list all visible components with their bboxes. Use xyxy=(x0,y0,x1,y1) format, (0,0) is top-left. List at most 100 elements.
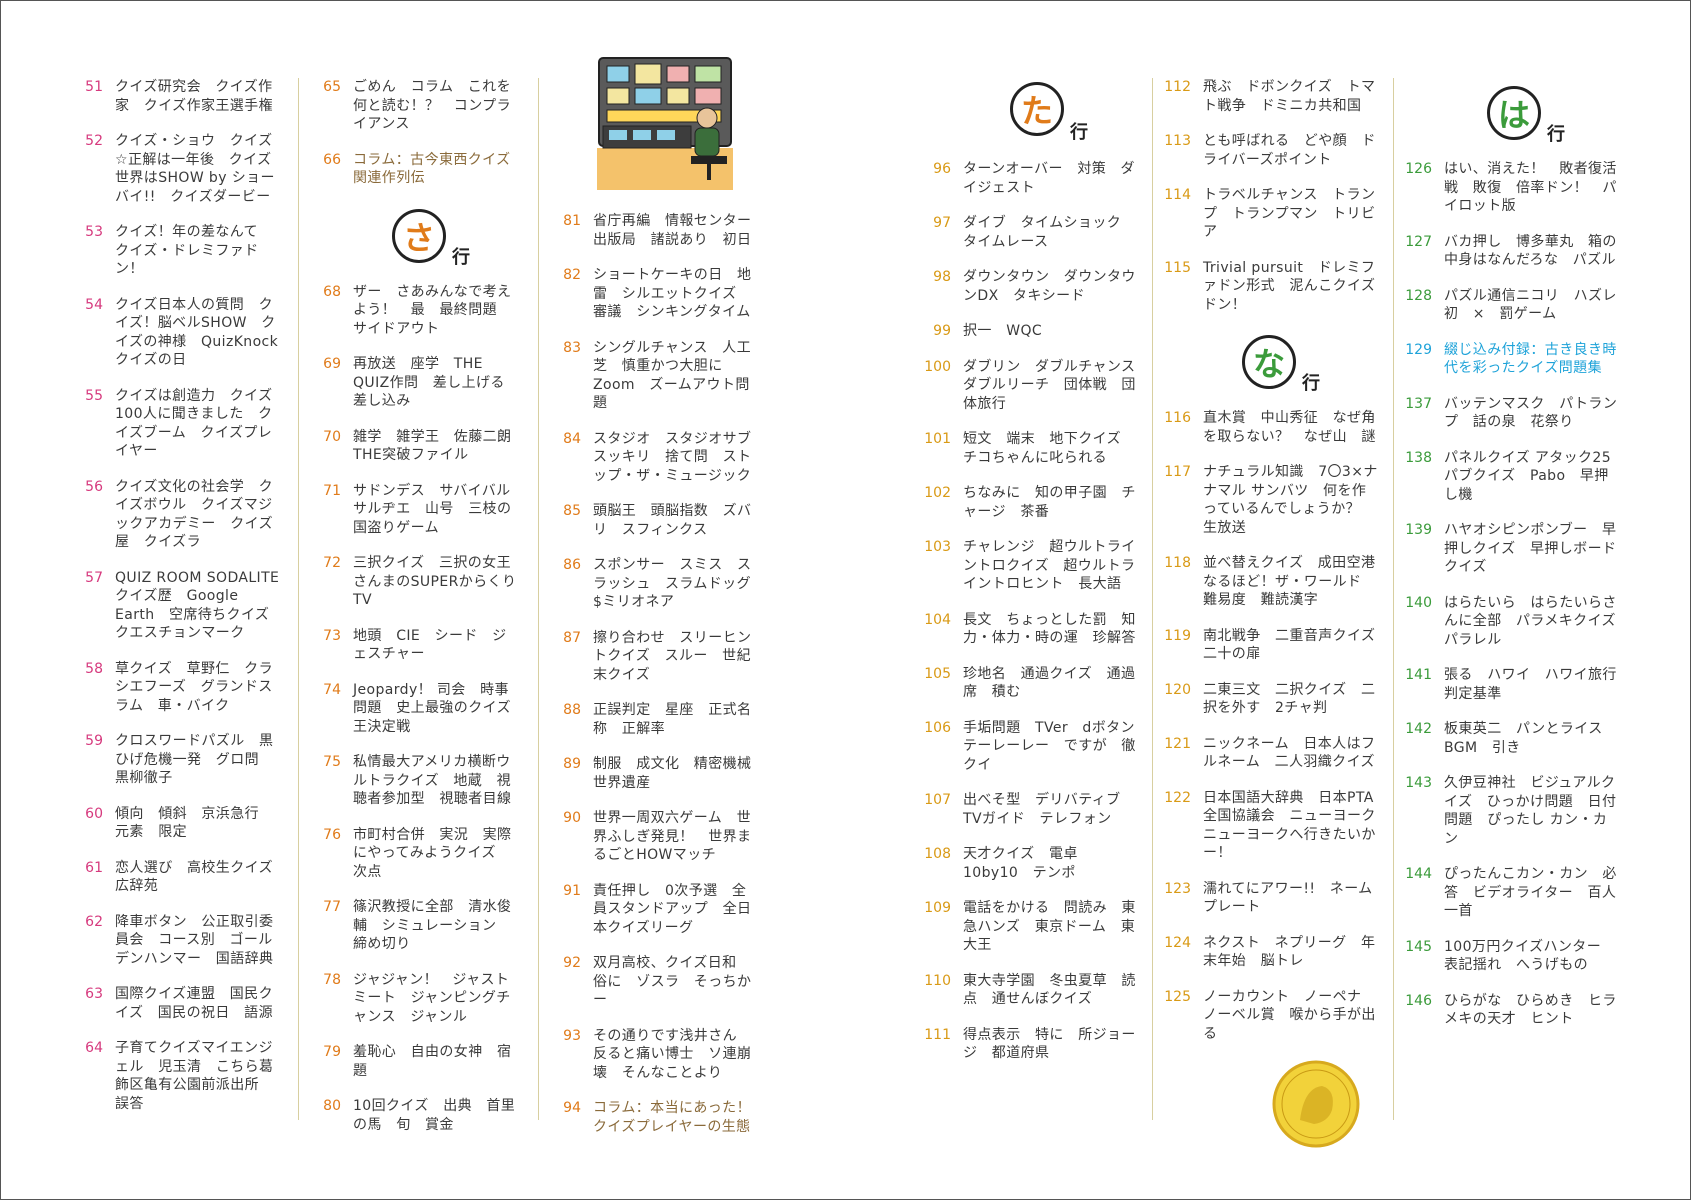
page-number: 70 xyxy=(323,428,341,445)
index-entry: 123 濡れてにアワー!! ネームプレート xyxy=(1158,880,1378,917)
entry-terms: Jeopardy！ 司会 時事問題 史上最強のクイズ王決定戦 xyxy=(353,681,511,735)
index-entry: 126 はい、消えた！ 敗者復活戦 敗復 倍率ドン！ パイロット版 xyxy=(1399,160,1621,216)
page-number: 81 xyxy=(563,213,581,229)
page-number: 77 xyxy=(323,899,341,915)
page-number: 78 xyxy=(323,971,341,988)
entry-terms: ダブリン ダブルチャンス ダブルリーチ 団体戦 団体旅行 xyxy=(963,358,1150,412)
page-number: 146 xyxy=(1405,992,1432,1009)
entry-terms: パネルクイズ アタック25 パブクイズ Pabo 早押し機 xyxy=(1444,449,1626,503)
entry-terms: ノーカウント ノーペナ ノーベル賞 喉から手が出る xyxy=(1203,988,1376,1042)
page-number: 110 xyxy=(924,972,951,989)
index-entry: 104 長文 ちょっとした罰 知力・体力・時の運 珍解答 xyxy=(918,611,1136,648)
page-number: 140 xyxy=(1405,594,1432,611)
index-entry: 93 その通りです浅井さん 反ると痛い博士 ソ連崩壊 そんなことより xyxy=(548,1027,758,1083)
entry-terms: コラム：本当にあった！クイズプレイヤーの生態 xyxy=(593,1100,751,1135)
entry-terms: QUIZ ROOM SODALITE クイズ歴 Google Earth 空席待… xyxy=(115,569,294,642)
index-entry: 99 択一 WQC xyxy=(918,322,1136,341)
index-entry: 85 頭脳王 頭脳指数 ズバリ スフィンクス xyxy=(548,502,758,539)
index-entry: 116 直木賞 中山秀征 なぜ角を取らない？ なぜ山 謎 xyxy=(1158,409,1378,446)
index-entry: 144 ぴったんこカン・カン 必答 ビデオライター 百人一首 xyxy=(1399,865,1621,921)
page-number: 92 xyxy=(563,955,581,971)
page-number: 103 xyxy=(924,539,951,555)
index-entry: 127 バカ押し 博多華丸 箱の中身はなんだろな パズル xyxy=(1399,233,1621,270)
entry-terms: 張る ハワイ ハワイ旅行 判定基準 xyxy=(1444,667,1632,702)
page-number: 75 xyxy=(323,754,341,770)
page-number: 53 xyxy=(85,224,103,240)
index-entry: 100 ダブリン ダブルチャンス ダブルリーチ 団体戦 団体旅行 xyxy=(918,358,1150,414)
entry-terms: ひらがな ひらめき ヒラメキの天才 ヒント xyxy=(1444,992,1617,1028)
entry-terms: 直木賞 中山秀征 なぜ角を取らない？ なぜ山 謎 xyxy=(1203,410,1376,445)
index-entry: 88 正誤判定 星座 正式名称 正解率 xyxy=(548,701,758,738)
page-number: 64 xyxy=(85,1040,103,1056)
column-divider xyxy=(298,78,299,1120)
page-number: 119 xyxy=(1164,627,1191,644)
page-number: 113 xyxy=(1164,133,1191,149)
index-entry: 120 二東三文 二択クイズ 二択を外す 2チャ判 xyxy=(1158,681,1378,718)
index-entry: 102 ちなみに 知の甲子園 チャージ 茶番 xyxy=(918,484,1136,521)
index-column-4: た 行 96 ターンオーバー 対策 ダイジェスト 97 ダイブ タイムショック タイム… xyxy=(918,78,1150,1080)
entry-terms: 私情最大アメリカ横断ウルトラクイズ 地蔵 視聴者参加型 視聴者目線 xyxy=(353,754,512,807)
index-entry: 81 省庁再編 情報センター出版局 諸説あり 初日 xyxy=(548,212,758,249)
index-entry: 109 電話をかける 問読み 東急ハンズ 東京ドーム 東大王 xyxy=(918,899,1136,955)
index-entry: 94 コラム：本当にあった！クイズプレイヤーの生態 xyxy=(548,1099,758,1136)
sa-row-header: さ行 xyxy=(308,205,518,271)
index-entry: 82 ショートケーキの日 地雷 シルエットクイズ 審議 シンキングタイム xyxy=(548,266,758,322)
entry-terms: 電話をかける 問読み 東急ハンズ 東京ドーム 東大王 xyxy=(963,900,1136,953)
page-number: 142 xyxy=(1405,721,1432,737)
page-number: 68 xyxy=(323,283,341,300)
entry-terms: 篠沢教授に全部 清水俊輔 シミュレーション 締め切り xyxy=(353,899,512,952)
entry-terms: ニックネーム 日本人はフルネーム 二人羽織クイズ xyxy=(1203,735,1376,771)
index-entry: 139 ハヤオシピンポンブー 早押しクイズ 早押しボードクイズ xyxy=(1399,521,1621,577)
page-number: 111 xyxy=(924,1026,951,1043)
index-entry: 113 とも呼ばれる どや顔 ドライバーズポイント xyxy=(1158,132,1378,169)
index-entry: 78 ジャジャン！ ジャストミート ジャンピングチャンス ジャンル xyxy=(308,971,518,1027)
index-entry: 63 国際クイズ連盟 国民クイズ 国民の祝日 語源 xyxy=(70,985,280,1022)
entry-terms: クイズ文化の社会学 クイズボウル クイズマジックアカデミー クイズ屋 クイズラ xyxy=(115,478,273,551)
index-entry: 122 日本国語大辞典 日本PTA全国協議会 ニューヨーク ニューヨークへ行きたい… xyxy=(1158,789,1391,863)
entry-terms: シングルチャンス 人工芝 慎重かつ大胆に Zoom ズームアウト問題 xyxy=(593,339,751,412)
index-entry: 54 クイズ日本人の質問 クイズ！脳ベルSHOW クイズの神様 QuizKnock… xyxy=(70,296,292,370)
entry-terms: 世界一周双六ゲーム 世界ふしぎ発見！ 世界まるごとHOWマッチ xyxy=(593,810,752,863)
index-entry: 106 手垢問題 TVer dボタン テーレーレー ですが 徹クイ xyxy=(918,719,1149,775)
entry-terms: 双月高校、クイズ日和 俗に ゾスラ そっちかー xyxy=(593,955,752,1008)
page-number: 72 xyxy=(323,555,341,571)
entry-terms: 日本国語大辞典 日本PTA全国協議会 ニューヨーク ニューヨークへ行きたいかー！ xyxy=(1203,789,1391,862)
page-number: 120 xyxy=(1164,681,1191,698)
entry-terms: バッテンマスク パトランプ 話の泉 花祭り xyxy=(1444,395,1618,431)
entry-terms: サドンデス サバイバル サルヂエ 山号 三枝の国盗りゲーム xyxy=(353,482,525,536)
index-column-6: は 行 126 はい、消えた！ 敗者復活戦 敗復 倍率ドン！ パイロット版 127 バ… xyxy=(1399,78,1632,1046)
entry-terms: 10回クイズ 出典 首里の馬 旬 賞金 xyxy=(353,1098,516,1133)
index-entry: 74 Jeopardy！ 司会 時事問題 史上最強のクイズ王決定戦 xyxy=(308,681,518,737)
index-entry: 52 クイズ・ショウ クイズ☆正解は一年後 クイズ世界はSHOW by ショーバイ… xyxy=(70,132,280,206)
entry-terms: 市町村合併 実況 実際にやってみようクイズ 次点 xyxy=(353,826,512,880)
page-number: 56 xyxy=(85,478,103,495)
page-number: 84 xyxy=(563,430,581,447)
entry-terms: 擦り合わせ スリーヒントクイズ スルー 世紀末クイズ xyxy=(593,629,752,683)
index-entry: 128 パズル通信ニコリ ハズレ初 × 罰ゲーム xyxy=(1399,287,1621,324)
index-entry: 58 草クイズ 草野仁 クラシエフーズ グランドスラム 車・バイク xyxy=(70,660,280,716)
index-entry: 92 双月高校、クイズ日和 俗に ゾスラ そっちかー xyxy=(548,954,758,1010)
index-entry: 57 QUIZ ROOM SODALITE クイズ歴 Google Earth 空… xyxy=(70,569,294,643)
page-number: 79 xyxy=(323,1044,341,1060)
page-number: 108 xyxy=(924,846,951,862)
index-entry: 110 東大寺学園 冬虫夏草 読点 通せんぼクイズ xyxy=(918,972,1136,1009)
page-number: 82 xyxy=(563,267,581,283)
index-entry: 145 100万円クイズハンター 表記揺れ へうげもの xyxy=(1399,938,1621,975)
index-entry: 98 ダウンタウン ダウンタウンDX タキシード xyxy=(918,268,1136,305)
entry-terms: クイズ研究会 クイズ作家 クイズ作家王選手権 xyxy=(115,79,273,114)
gyo-label: 行 xyxy=(452,246,470,268)
index-entry: 137 バッテンマスク パトランプ 話の泉 花祭り xyxy=(1399,395,1621,432)
entry-terms: 綴じ込み付録：古き良き時代を彩ったクイズ問題集 xyxy=(1444,341,1617,377)
entry-terms: 得点表示 特に 所ジョージ 都道府県 xyxy=(963,1026,1136,1062)
entry-terms: とも呼ばれる どや顔 ドライバーズポイント xyxy=(1203,133,1376,168)
index-entry: 97 ダイブ タイムショック タイムレース xyxy=(918,214,1136,251)
page-number: 123 xyxy=(1164,880,1191,897)
page-number: 121 xyxy=(1164,735,1191,752)
page-number: 59 xyxy=(85,733,103,749)
page-number: 52 xyxy=(85,133,103,149)
page-number: 128 xyxy=(1405,287,1432,304)
page-number: 76 xyxy=(323,826,341,843)
entry-terms: 短文 端末 地下クイズ チコちゃんに叱られる xyxy=(963,431,1136,466)
page-number: 143 xyxy=(1405,775,1432,791)
page-number: 106 xyxy=(924,719,951,736)
